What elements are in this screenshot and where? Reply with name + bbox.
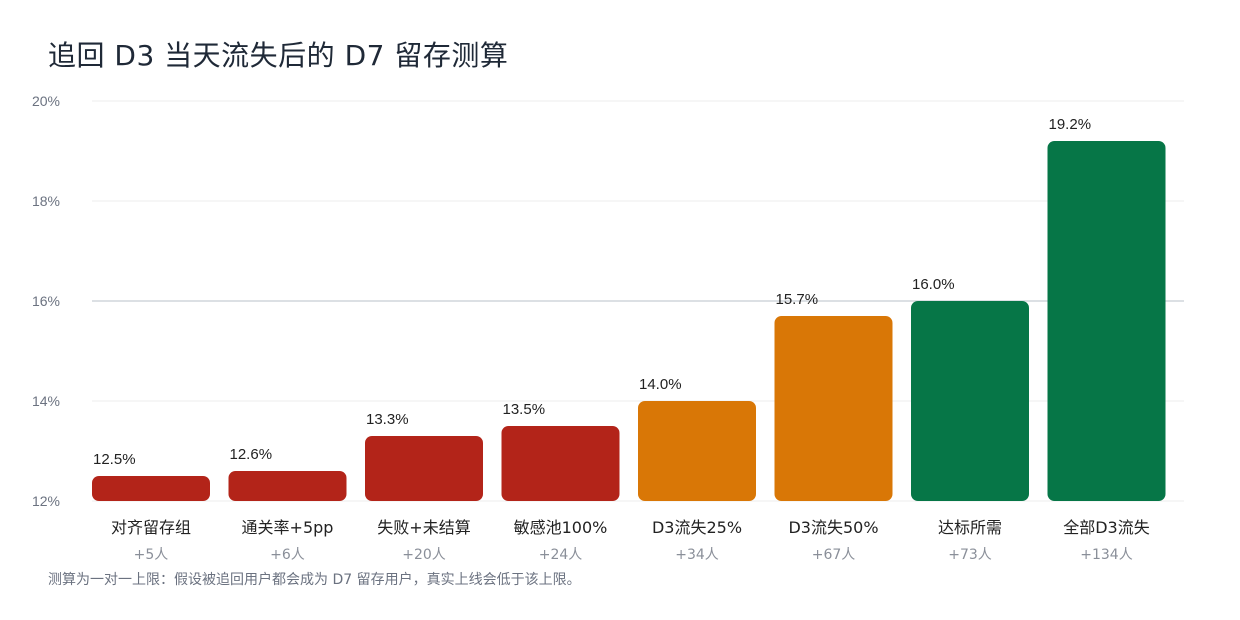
x-tick-label: 对齐留存组 [111, 518, 191, 537]
data-label: 12.5% [93, 451, 136, 468]
bar [1047, 141, 1166, 501]
data-label: 19.2% [1049, 116, 1092, 133]
bar [228, 471, 347, 501]
labels: 12.5% 对齐留存组 +5人 12.6% 通关率+5pp +6人 13.3% 失败+未结算 +… [93, 116, 1150, 563]
bar [501, 426, 620, 501]
bar [638, 401, 756, 501]
bar [774, 316, 893, 501]
data-label: 13.5% [503, 401, 546, 418]
data-label: 13.3% [366, 411, 409, 428]
x-sub-label: +73人 [948, 547, 992, 563]
data-label: 12.6% [230, 446, 273, 463]
chart-title: 追回 D3 当天流失后的 D7 留存测算 [48, 39, 509, 72]
x-tick-label: D3流失50% [788, 518, 878, 537]
x-tick-label: 通关率+5pp [242, 518, 334, 537]
x-sub-label: +67人 [812, 547, 856, 563]
y-axis-ticks: 12% 14% 16% 18% 20% [32, 93, 60, 509]
x-tick-label: 失败+未结算 [377, 518, 470, 537]
bar [365, 436, 483, 501]
x-sub-label: +6人 [270, 547, 305, 563]
data-label: 16.0% [912, 276, 955, 293]
x-sub-label: +134人 [1080, 547, 1132, 563]
y-tick-label: 12% [32, 493, 60, 509]
x-sub-label: +20人 [402, 547, 446, 563]
data-label: 14.0% [639, 376, 682, 393]
bar [92, 476, 210, 501]
x-sub-label: +24人 [539, 547, 583, 563]
y-tick-label: 16% [32, 293, 60, 309]
bar [911, 301, 1029, 501]
data-label: 15.7% [776, 291, 819, 308]
y-tick-label: 18% [32, 193, 60, 209]
y-tick-label: 14% [32, 393, 60, 409]
y-tick-label: 20% [32, 93, 60, 109]
x-tick-label: D3流失25% [652, 518, 742, 537]
footnote: 测算为一对一上限：假设被追回用户都会成为 D7 留存用户，真实上线会低于该上限。 [48, 572, 581, 588]
x-tick-label: 达标所需 [938, 518, 1002, 537]
x-sub-label: +5人 [134, 547, 169, 563]
x-tick-label: 全部D3流失 [1063, 518, 1150, 537]
bars [92, 141, 1166, 501]
x-tick-label: 敏感池100% [514, 518, 608, 537]
x-sub-label: +34人 [675, 547, 719, 563]
